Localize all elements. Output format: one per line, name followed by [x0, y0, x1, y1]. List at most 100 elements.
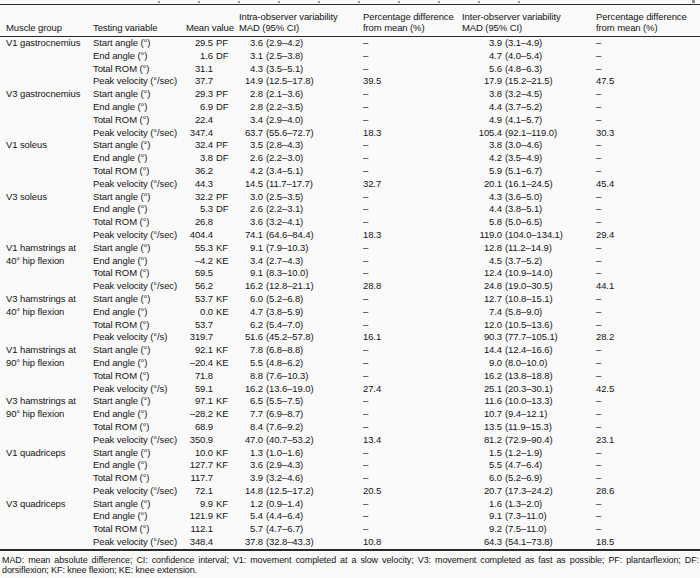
intra-observer-mad-cell: 3.6(2.9–4.2) [235, 37, 357, 50]
testing-variable-cell: Total ROM (°) [87, 216, 173, 229]
table-row: End angle (°) 127.7KF 3.6(2.9–4.3) – 5.5… [0, 459, 700, 472]
mad-value: 4.4 [460, 101, 502, 114]
intra-observer-mad-cell: 14.5(11.7–17.7) [235, 178, 357, 191]
mean-number: 56.2 [173, 280, 213, 293]
intra-observer-mad-cell: 3.0(2.5–3.5) [235, 191, 357, 204]
mean-unit: KF [216, 395, 228, 408]
col-header-muscle-group: Muscle group [0, 5, 87, 37]
mean-number: 10.0 [173, 447, 213, 460]
intra-observer-mad-cell: 3.4(2.7–4.3) [235, 255, 357, 268]
confidence-interval: (10.9–14.0) [505, 267, 553, 278]
header-label: Mean value [173, 22, 234, 33]
mean-value-cell: 32.2PF [173, 191, 235, 204]
confidence-interval: (1.0–1.6) [266, 447, 303, 458]
mean-value-cell: 31.1 [173, 63, 235, 76]
col-header-inter-observer-variability: Inter-observer variability MAD (95% CI) [460, 5, 590, 37]
testing-variable-cell: Peak velocity (°/sec) [87, 178, 173, 191]
confidence-interval: (55.6–72.7) [266, 127, 314, 138]
mean-value-cell: 32.4PF [173, 139, 235, 152]
intra-percentage-cell: – [357, 510, 460, 523]
intra-percentage-cell: – [357, 319, 460, 332]
mean-number: 72.1 [173, 485, 213, 498]
inter-observer-mad-cell: 4.2(3.5–4.9) [460, 152, 590, 165]
intra-observer-mad-cell: 6.2(5.4–7.0) [235, 319, 357, 332]
confidence-interval: (12.5–17.2) [266, 485, 314, 496]
col-header-intra-observer-variability: Intra-observer variability MAD (95% CI) [235, 5, 357, 37]
intra-percentage-cell: – [357, 395, 460, 408]
table-row: Total ROM (°) 112.1 5.7(4.7–6.7) – 9.2(7… [0, 523, 700, 536]
confidence-interval: (1.3–2.0) [505, 498, 542, 509]
table-row: V1 hamstrings at 90° hip flexion Start a… [0, 344, 700, 357]
inter-percentage-cell: – [590, 395, 700, 408]
mean-number: 53.7 [173, 293, 213, 306]
mean-unit: DF [216, 50, 228, 63]
intra-observer-mad-cell: 63.7(55.6–72.7) [235, 127, 357, 140]
confidence-interval: (4.4–6.4) [266, 510, 303, 521]
intra-observer-mad-cell: 1.2(0.9–1.4) [235, 498, 357, 511]
table-row: End angle (°) 0.0KE 4.7(3.8–5.9) – 7.4(5… [0, 306, 700, 319]
confidence-interval: (6.9–8.7) [266, 408, 303, 419]
inter-observer-mad-cell: 5.9(5.1–6.7) [460, 165, 590, 178]
mad-value: 51.6 [235, 331, 263, 344]
testing-variable-cell: Peak velocity (°/s) [87, 383, 173, 396]
intra-observer-mad-cell: 16.2(13.6–19.0) [235, 383, 357, 396]
inter-percentage-cell: 28.6 [590, 485, 700, 498]
mad-value: 25.1 [460, 383, 502, 396]
inter-observer-mad-cell: 7.4(5.8–9.0) [460, 306, 590, 319]
table-row: Total ROM (°) 22.4 3.4(2.9–4.0) – 4.9(4.… [0, 114, 700, 127]
mean-value-cell: 22.4 [173, 114, 235, 127]
confidence-interval: (9.4–12.1) [505, 408, 547, 419]
testing-variable-cell: Total ROM (°) [87, 472, 173, 485]
muscle-group-cell: V1 soleus [0, 139, 87, 190]
mad-value: 9.1 [235, 267, 263, 280]
mad-value: 3.4 [235, 255, 263, 268]
intra-percentage-cell: – [357, 37, 460, 50]
confidence-interval: (2.9–4.2) [266, 37, 303, 48]
confidence-interval: (10.8–15.1) [505, 293, 553, 304]
intra-observer-mad-cell: 2.6(2.2–3.0) [235, 152, 357, 165]
mad-value: 16.2 [235, 280, 263, 293]
testing-variable-cell: Start angle (°) [87, 139, 173, 152]
header-label-line2: from mean (%) [363, 22, 460, 33]
inter-observer-mad-cell: 16.2(13.8–18.8) [460, 370, 590, 383]
mad-value: 47.0 [235, 434, 263, 447]
inter-percentage-cell: – [590, 510, 700, 523]
intra-observer-mad-cell: 3.1(2.5–3.8) [235, 50, 357, 63]
mean-number: 117.7 [173, 472, 213, 485]
inter-percentage-cell: – [590, 523, 700, 536]
table-row: Total ROM (°) 59.5 9.1(8.3–10.0) – 12.4(… [0, 267, 700, 280]
testing-variable-cell: Peak velocity (°/sec) [87, 536, 173, 550]
inter-observer-mad-cell: 13.5(11.9–15.3) [460, 421, 590, 434]
confidence-interval: (5.2–6.9) [505, 472, 542, 483]
inter-percentage-cell: 30.3 [590, 127, 700, 140]
testing-variable-cell: Start angle (°) [87, 242, 173, 255]
confidence-interval: (2.2–3.5) [266, 101, 303, 112]
mean-value-cell: 121.9KF [173, 510, 235, 523]
testing-variable-cell: Peak velocity (°/sec) [87, 127, 173, 140]
table-row: Total ROM (°) 68.9 8.4(7.6–9.2) – 13.5(1… [0, 421, 700, 434]
header-label-line2: MAD (95% CI) [462, 22, 590, 33]
inter-observer-mad-cell: 5.6(4.8–6.3) [460, 63, 590, 76]
confidence-interval: (3.5–4.9) [505, 152, 542, 163]
intra-observer-mad-cell: 1.3(1.0–1.6) [235, 447, 357, 460]
intra-observer-mad-cell: 2.6(2.2–3.1) [235, 203, 357, 216]
intra-percentage-cell: – [357, 165, 460, 178]
intra-percentage-cell: – [357, 306, 460, 319]
confidence-interval: (3.2–4.5) [505, 88, 542, 99]
confidence-interval: (4.8–6.2) [266, 357, 303, 368]
inter-percentage-cell: – [590, 267, 700, 280]
mean-value-cell: 29.5PF [173, 37, 235, 50]
mean-number: 97.1 [173, 395, 213, 408]
confidence-interval: (1.2–1.9) [505, 447, 542, 458]
intra-observer-mad-cell: 3.4(2.9–4.0) [235, 114, 357, 127]
mean-number: 32.4 [173, 139, 213, 152]
mad-value: 3.6 [235, 216, 263, 229]
mad-value: 4.3 [235, 63, 263, 76]
inter-observer-mad-cell: 4.5(3.7–5.2) [460, 255, 590, 268]
inter-observer-mad-cell: 5.5(4.7–6.4) [460, 459, 590, 472]
header-label-line1: Percentage difference [363, 11, 460, 22]
mean-value-cell: 10.0KF [173, 447, 235, 460]
mean-value-cell: 97.1KF [173, 395, 235, 408]
confidence-interval: (12.8–21.1) [266, 280, 314, 291]
mad-value: 5.9 [460, 165, 502, 178]
